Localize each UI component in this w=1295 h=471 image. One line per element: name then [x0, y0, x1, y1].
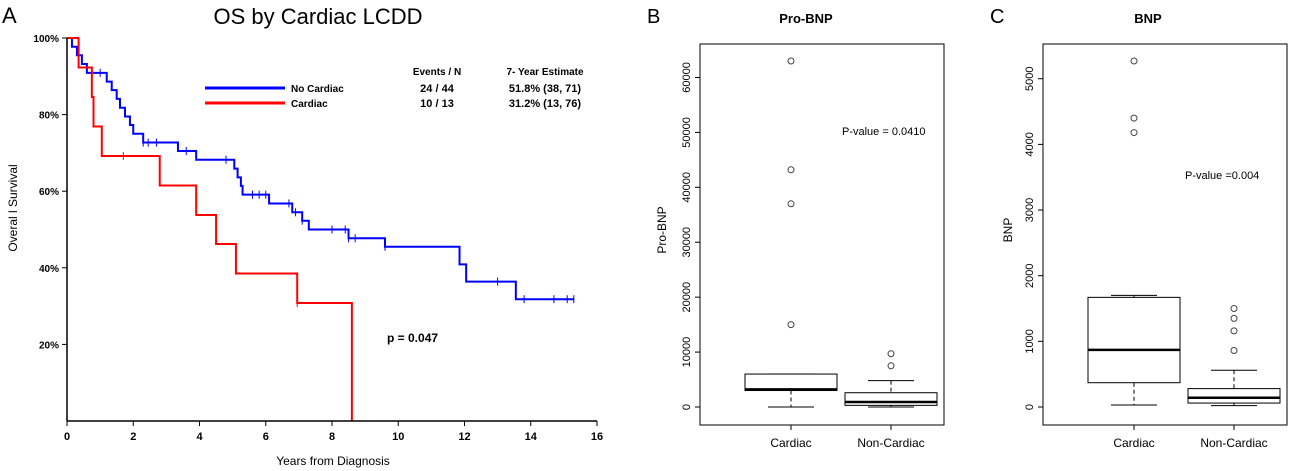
y-tick-label-c: 5000	[1024, 66, 1036, 90]
y-axis-label-c: BNP	[1001, 218, 1015, 243]
p-value-b: P-value = 0.0410	[842, 126, 925, 138]
y-axis-label-b: Pro-BNP	[655, 206, 669, 253]
outlier-point	[1230, 327, 1238, 335]
box-iqr	[744, 373, 838, 392]
x-tick-label-a: 10	[392, 431, 404, 443]
x-tick-label-a: 0	[64, 431, 70, 443]
panel-letter-b: B	[647, 6, 660, 28]
y-tick-label-b: 20000	[681, 282, 693, 313]
y-tick-label-c: 1000	[1024, 329, 1036, 353]
x-tick-labels-b: Cardiac Non-Cardiac	[770, 425, 925, 450]
x-tick-label-c: Cardiac	[1113, 436, 1154, 450]
boxplots-c	[1087, 57, 1281, 407]
legend-events-no-cardiac: 24 / 44	[420, 83, 455, 95]
outlier-point	[1230, 305, 1238, 313]
outlier-point	[787, 321, 795, 329]
box-non-cardiac	[1187, 305, 1281, 407]
y-tick-label-a: 60%	[39, 187, 59, 198]
box-cardiac	[1087, 57, 1181, 406]
panel-c: C BNP BNP 0 1000 2000 3000 4000 5000 Cardiac N…	[990, 6, 1288, 450]
panel-letter-a: A	[2, 3, 17, 28]
y-tick-label-c: 3000	[1024, 198, 1036, 222]
legend-estimate-cardiac: 31.2% (13, 76)	[509, 98, 581, 110]
x-tick-label-b: Non-Cardiac	[857, 436, 924, 450]
y-tick-label-b: 50000	[681, 117, 693, 148]
y-tick-label-c: 0	[1024, 404, 1036, 410]
x-tick-label-a: 4	[196, 431, 203, 443]
legend-events-cardiac: 10 / 13	[420, 98, 454, 110]
panel-letter-c: C	[990, 6, 1004, 28]
y-tick-label-a: 20%	[39, 340, 59, 351]
chart-title-a: OS by Cardiac LCDD	[213, 4, 422, 29]
y-tick-label-b: 30000	[681, 227, 693, 258]
outlier-point	[1130, 114, 1138, 122]
x-tick-label-a: 6	[263, 431, 269, 443]
outlier-point	[887, 362, 895, 370]
legend-header-events: Events / N	[413, 67, 461, 78]
x-axis-label-a: Years from Diagnosis	[276, 454, 390, 468]
outlier-point	[787, 200, 795, 208]
y-tick-label-c: 2000	[1024, 263, 1036, 287]
x-tick-label-a: 8	[329, 431, 335, 443]
x-tick-label-a: 12	[458, 431, 470, 443]
y-tick-label-a: 80%	[39, 111, 59, 122]
legend-a: Events / N 7- Year Estimate No Cardiac 2…	[205, 67, 584, 110]
legend-estimate-no-cardiac: 51.8% (38, 71)	[509, 83, 581, 95]
p-value-a: p = 0.047	[387, 331, 438, 345]
legend-label-cardiac: Cardiac	[291, 99, 328, 110]
outlier-point	[1230, 347, 1238, 355]
plot-frame-b	[699, 43, 945, 426]
outlier-point	[887, 350, 895, 358]
outlier-point	[787, 166, 795, 174]
legend-label-no-cardiac: No Cardiac	[291, 84, 344, 95]
legend-header-estimate: 7- Year Estimate	[506, 67, 584, 78]
outlier-point	[787, 57, 795, 65]
panel-b: B Pro-BNP Pro-BNP 0 10000 20000 30000 40000 5…	[647, 6, 945, 450]
outlier-point	[1130, 57, 1138, 65]
boxplots-b	[744, 57, 938, 408]
y-tick-label-a: 40%	[39, 264, 59, 275]
y-tick-label-a: 100%	[33, 34, 59, 45]
box-cardiac	[744, 57, 838, 408]
box-iqr	[844, 392, 938, 406]
y-tick-labels-c: 0 1000 2000 3000 4000 5000	[1024, 66, 1043, 410]
x-tick-label-c: Non-Cardiac	[1200, 436, 1267, 450]
x-tick-labels-c: Cardiac Non-Cardiac	[1113, 425, 1268, 450]
outlier-point	[1130, 129, 1138, 137]
x-tick-label-a: 16	[591, 431, 603, 443]
box-iqr	[1087, 296, 1181, 384]
outlier-point	[1230, 314, 1238, 322]
y-tick-labels-b: 0 10000 20000 30000 40000 50000 60000	[681, 62, 700, 410]
y-axis-label-a: Overal l Survival	[6, 164, 20, 251]
panel-a: A OS by Cardiac LCDD Overal l Survival Y…	[2, 3, 603, 468]
x-tick-label-a: 14	[525, 431, 538, 443]
y-tick-label-c: 4000	[1024, 132, 1036, 156]
box-non-cardiac	[844, 350, 938, 408]
chart-title-b: Pro-BNP	[779, 11, 833, 26]
y-tick-labels-a: 20% 40% 60% 80% 100%	[33, 34, 67, 351]
y-tick-label-b: 0	[681, 404, 693, 410]
y-tick-label-b: 40000	[681, 172, 693, 203]
km-line-no-cardiac	[67, 37, 574, 301]
x-tick-labels-a: 0 2 4 6 8 10 12 14 16	[64, 421, 603, 443]
p-value-c: P-value =0.004	[1185, 170, 1259, 182]
box-iqr	[1187, 388, 1281, 404]
km-line-cardiac	[67, 37, 353, 421]
chart-title-c: BNP	[1134, 11, 1162, 26]
km-curves	[67, 37, 575, 421]
y-tick-label-b: 60000	[681, 62, 693, 93]
x-tick-label-b: Cardiac	[770, 436, 811, 450]
y-tick-label-b: 10000	[681, 337, 693, 368]
x-tick-label-a: 2	[130, 431, 136, 443]
